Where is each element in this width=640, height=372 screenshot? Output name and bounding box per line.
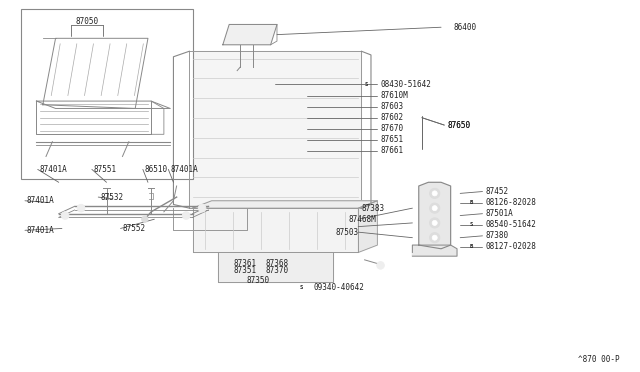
Text: 87532: 87532: [100, 193, 124, 202]
Text: 87401A: 87401A: [27, 196, 54, 205]
Ellipse shape: [432, 206, 437, 211]
Text: 87401A: 87401A: [27, 226, 54, 235]
Text: 87452: 87452: [486, 187, 509, 196]
Ellipse shape: [429, 232, 440, 243]
Text: 87368: 87368: [266, 259, 289, 268]
Text: 87602: 87602: [381, 113, 404, 122]
Polygon shape: [218, 253, 333, 282]
Text: 87651: 87651: [381, 135, 404, 144]
Text: 87351: 87351: [234, 266, 257, 275]
Text: B: B: [470, 244, 474, 249]
Polygon shape: [193, 201, 378, 208]
Text: 08127-02028: 08127-02028: [486, 243, 536, 251]
Polygon shape: [193, 208, 358, 253]
Text: 09340-40642: 09340-40642: [314, 283, 365, 292]
Text: 87603: 87603: [381, 102, 404, 111]
Text: 87050: 87050: [76, 17, 99, 26]
Polygon shape: [412, 245, 457, 256]
Text: S: S: [365, 82, 368, 87]
Ellipse shape: [182, 212, 190, 219]
Ellipse shape: [77, 204, 85, 212]
Text: 87361: 87361: [234, 259, 257, 268]
Polygon shape: [189, 51, 362, 208]
Text: 87503: 87503: [336, 228, 359, 237]
Polygon shape: [223, 25, 277, 45]
Text: 87661: 87661: [381, 147, 404, 155]
Text: 87370: 87370: [266, 266, 289, 275]
Polygon shape: [358, 201, 378, 253]
Ellipse shape: [61, 212, 69, 219]
Text: 87650: 87650: [447, 121, 470, 129]
Text: 08430-51642: 08430-51642: [381, 80, 431, 89]
Text: ^870 00-P: ^870 00-P: [578, 355, 620, 364]
Text: B: B: [470, 200, 474, 205]
Ellipse shape: [432, 220, 437, 225]
Text: 87401A: 87401A: [170, 165, 198, 174]
Text: 87552: 87552: [122, 224, 145, 233]
Bar: [20, 9, 193, 179]
Text: 87468M: 87468M: [349, 215, 376, 224]
Ellipse shape: [429, 218, 440, 228]
Text: 87650: 87650: [447, 121, 470, 129]
Text: S: S: [470, 222, 474, 227]
Text: 08126-82028: 08126-82028: [486, 198, 536, 207]
Ellipse shape: [429, 188, 440, 199]
Polygon shape: [419, 182, 451, 249]
Text: 86400: 86400: [454, 23, 477, 32]
Ellipse shape: [141, 216, 148, 222]
Ellipse shape: [429, 203, 440, 213]
Text: 87610M: 87610M: [381, 91, 408, 100]
Text: 87670: 87670: [381, 124, 404, 133]
Ellipse shape: [377, 262, 385, 269]
Text: 87401A: 87401A: [40, 165, 67, 174]
Text: S: S: [300, 285, 303, 290]
Text: 87383: 87383: [362, 203, 385, 213]
Text: 87380: 87380: [486, 231, 509, 240]
Text: 08540-51642: 08540-51642: [486, 220, 536, 229]
Text: 87501A: 87501A: [486, 209, 513, 218]
Ellipse shape: [432, 235, 437, 240]
Text: 87551: 87551: [94, 165, 117, 174]
Ellipse shape: [198, 204, 206, 212]
Text: 86510: 86510: [145, 165, 168, 174]
Text: 87350: 87350: [246, 276, 270, 285]
Ellipse shape: [432, 191, 437, 196]
